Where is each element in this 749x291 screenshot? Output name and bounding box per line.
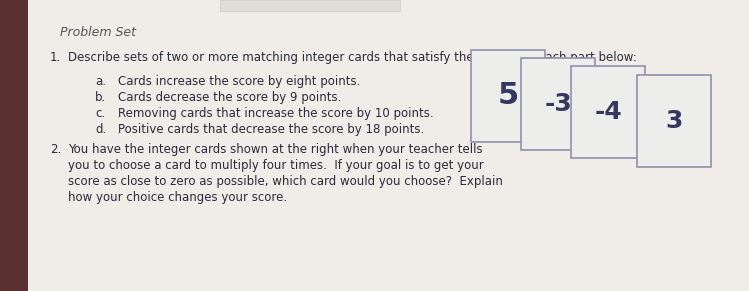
Text: b.: b. [95, 91, 106, 104]
FancyBboxPatch shape [0, 0, 28, 291]
Text: -3: -3 [544, 92, 572, 116]
Text: Cards increase the score by eight points.: Cards increase the score by eight points… [118, 75, 360, 88]
FancyBboxPatch shape [220, 0, 400, 11]
Text: d.: d. [95, 123, 106, 136]
FancyBboxPatch shape [571, 66, 645, 158]
Text: Cards decrease the score by 9 points.: Cards decrease the score by 9 points. [118, 91, 342, 104]
Text: 3: 3 [665, 109, 682, 133]
FancyBboxPatch shape [28, 0, 749, 291]
FancyBboxPatch shape [521, 58, 595, 150]
Text: Describe sets of two or more matching integer cards that satisfy the criteria in: Describe sets of two or more matching in… [68, 51, 637, 64]
Text: 1.: 1. [50, 51, 61, 64]
Text: Positive cards that decrease the score by 18 points.: Positive cards that decrease the score b… [118, 123, 424, 136]
Text: score as close to zero as possible, which card would you choose?  Explain: score as close to zero as possible, whic… [68, 175, 503, 188]
Text: You have the integer cards shown at the right when your teacher tells: You have the integer cards shown at the … [68, 143, 482, 156]
Text: 2.: 2. [50, 143, 61, 156]
Text: 5: 5 [497, 81, 518, 111]
FancyBboxPatch shape [637, 75, 711, 167]
Text: c.: c. [95, 107, 105, 120]
Text: -4: -4 [594, 100, 622, 124]
Text: Problem Set: Problem Set [60, 26, 136, 39]
Text: how your choice changes your score.: how your choice changes your score. [68, 191, 287, 204]
Text: a.: a. [95, 75, 106, 88]
FancyBboxPatch shape [471, 50, 545, 142]
Text: Removing cards that increase the score by 10 points.: Removing cards that increase the score b… [118, 107, 434, 120]
Text: you to choose a card to multiply four times.  If your goal is to get your: you to choose a card to multiply four ti… [68, 159, 484, 172]
